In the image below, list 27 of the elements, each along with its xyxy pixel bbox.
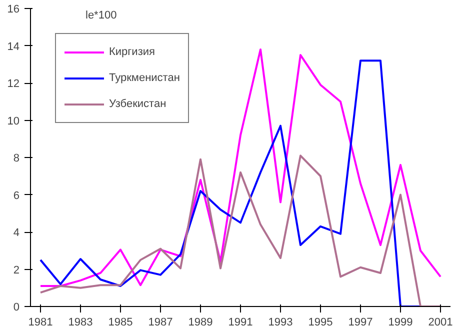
x-tick-label: 2001 [428, 316, 453, 328]
line-series [40, 60, 422, 306]
x-tick-label: 1991 [228, 316, 253, 328]
x-tick-label: 1997 [348, 316, 373, 328]
y-tick-label: 16 [7, 4, 20, 16]
y-tick-label: 14 [7, 40, 20, 53]
x-tick-label: 1981 [28, 316, 53, 328]
x-tick-label: 1989 [188, 316, 213, 328]
y-tick-label: 0 [13, 302, 20, 314]
x-tick-label: 1999 [388, 316, 413, 328]
y-tick-label: 4 [13, 227, 20, 239]
line-series [40, 48, 442, 288]
x-tick-label: 1987 [148, 316, 173, 328]
y-tick-label: 2 [13, 264, 20, 276]
x-tick-label: 1995 [308, 316, 333, 328]
y-tick-label: 8 [13, 152, 20, 164]
x-tick-label: 1993 [268, 316, 293, 328]
x-tick-label: 1985 [108, 316, 133, 328]
y-tick-label: 12 [7, 78, 20, 90]
legend-label: Узбекистан [109, 98, 166, 110]
y-tick-label: 10 [7, 115, 20, 128]
line-series [40, 154, 442, 306]
y-tick-label: 6 [13, 190, 20, 202]
legend-label: Киргизия [109, 46, 155, 58]
legend-label: Туркменистан [109, 72, 180, 84]
annotation: le*100 [86, 10, 117, 22]
x-tick-label: 1983 [68, 316, 93, 328]
